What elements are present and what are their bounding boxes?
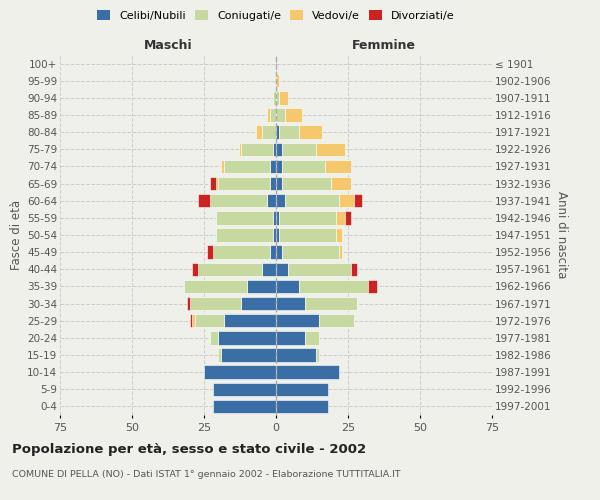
Bar — [284, 194, 340, 207]
Bar — [276, 194, 284, 207]
Bar — [299, 126, 322, 139]
Bar — [287, 262, 351, 276]
Bar — [305, 297, 356, 310]
Bar — [316, 142, 345, 156]
Bar — [319, 314, 354, 328]
Bar — [282, 142, 316, 156]
Bar — [273, 142, 276, 156]
Bar — [282, 246, 340, 259]
Bar — [218, 331, 276, 344]
Bar — [239, 142, 241, 156]
Text: Femmine: Femmine — [352, 38, 416, 52]
Bar — [204, 366, 276, 379]
Bar — [276, 331, 305, 344]
Bar — [276, 400, 328, 413]
Bar — [193, 262, 198, 276]
Bar — [368, 280, 377, 293]
Bar — [190, 314, 193, 328]
Bar — [276, 108, 284, 122]
Bar — [241, 142, 273, 156]
Bar — [210, 194, 268, 207]
Bar — [276, 177, 282, 190]
Bar — [276, 126, 279, 139]
Bar — [276, 280, 299, 293]
Bar — [196, 314, 224, 328]
Bar — [221, 348, 276, 362]
Bar — [331, 177, 351, 190]
Bar — [256, 126, 262, 139]
Bar — [198, 194, 210, 207]
Bar — [345, 211, 351, 224]
Bar — [273, 91, 276, 104]
Bar — [276, 228, 279, 241]
Bar — [284, 108, 302, 122]
Bar — [215, 177, 218, 190]
Bar — [184, 280, 247, 293]
Bar — [276, 366, 340, 379]
Y-axis label: Anni di nascita: Anni di nascita — [555, 192, 568, 278]
Legend: Celibi/Nubili, Coniugati/e, Vedovi/e, Divorziati/e: Celibi/Nubili, Coniugati/e, Vedovi/e, Di… — [95, 8, 457, 24]
Bar — [270, 177, 276, 190]
Bar — [212, 246, 270, 259]
Bar — [340, 194, 354, 207]
Bar — [276, 211, 279, 224]
Bar — [276, 314, 319, 328]
Bar — [215, 211, 273, 224]
Text: Popolazione per età, sesso e stato civile - 2002: Popolazione per età, sesso e stato civil… — [12, 442, 366, 456]
Bar — [218, 177, 270, 190]
Bar — [276, 348, 316, 362]
Bar — [305, 331, 319, 344]
Bar — [337, 211, 345, 224]
Bar — [190, 297, 241, 310]
Bar — [215, 228, 273, 241]
Bar — [273, 228, 276, 241]
Bar — [193, 314, 196, 328]
Bar — [276, 74, 279, 88]
Bar — [354, 194, 362, 207]
Bar — [270, 160, 276, 173]
Bar — [279, 211, 337, 224]
Bar — [276, 246, 282, 259]
Bar — [276, 160, 282, 173]
Text: COMUNE DI PELLA (NO) - Dati ISTAT 1° gennaio 2002 - Elaborazione TUTTITALIA.IT: COMUNE DI PELLA (NO) - Dati ISTAT 1° gen… — [12, 470, 401, 479]
Bar — [325, 160, 351, 173]
Bar — [273, 211, 276, 224]
Bar — [212, 382, 276, 396]
Bar — [282, 160, 325, 173]
Bar — [279, 126, 299, 139]
Bar — [212, 400, 276, 413]
Bar — [262, 262, 276, 276]
Bar — [270, 246, 276, 259]
Bar — [241, 297, 276, 310]
Bar — [210, 331, 218, 344]
Bar — [210, 177, 215, 190]
Bar — [276, 382, 328, 396]
Bar — [276, 297, 305, 310]
Bar — [221, 160, 224, 173]
Bar — [276, 91, 279, 104]
Bar — [282, 177, 331, 190]
Bar — [207, 246, 212, 259]
Bar — [279, 228, 337, 241]
Bar — [299, 280, 368, 293]
Bar — [187, 297, 190, 310]
Bar — [224, 314, 276, 328]
Bar — [224, 160, 270, 173]
Bar — [340, 246, 342, 259]
Bar — [337, 228, 342, 241]
Bar — [276, 142, 282, 156]
Bar — [247, 280, 276, 293]
Bar — [218, 348, 221, 362]
Bar — [268, 194, 276, 207]
Text: Maschi: Maschi — [143, 38, 193, 52]
Bar — [351, 262, 356, 276]
Bar — [268, 108, 270, 122]
Bar — [262, 126, 276, 139]
Bar — [316, 348, 319, 362]
Y-axis label: Fasce di età: Fasce di età — [10, 200, 23, 270]
Bar — [279, 91, 287, 104]
Bar — [198, 262, 262, 276]
Bar — [270, 108, 276, 122]
Bar — [276, 262, 287, 276]
